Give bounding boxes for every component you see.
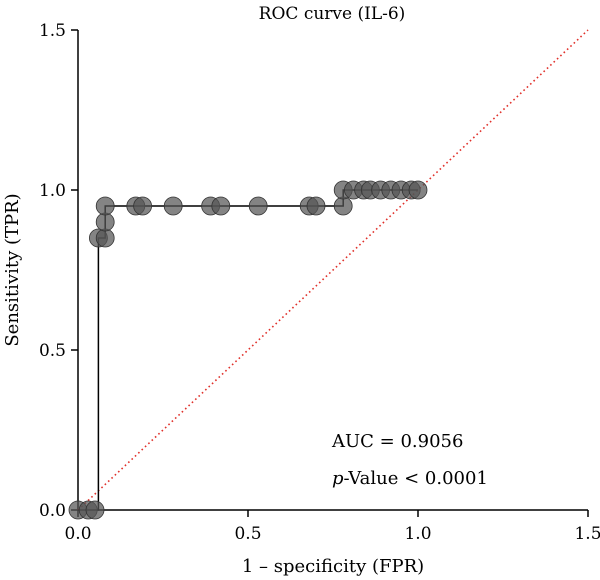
x-ticks: 0.0 0.5 1.0 1.5 — [64, 510, 600, 544]
y-tick-label: 1.0 — [39, 181, 66, 201]
roc-point — [306, 196, 326, 216]
roc-point — [95, 212, 115, 232]
roc-point — [95, 196, 115, 216]
p-value-annotation: p-Value < 0.0001 — [332, 468, 488, 489]
p-value-prefix: p — [332, 468, 344, 489]
x-tick-label: 1.5 — [574, 524, 600, 544]
roc-point — [85, 500, 105, 520]
chart-title: ROC curve (IL-6) — [259, 4, 406, 24]
y-tick-label: 0.0 — [39, 501, 66, 521]
x-tick-label: 0.0 — [64, 524, 91, 544]
y-axis-title: Sensitivity (TPR) — [2, 193, 23, 346]
roc-point — [408, 180, 428, 200]
y-tick-label: 1.5 — [39, 21, 66, 41]
x-axis-title: 1 – specificity (FPR) — [242, 556, 424, 577]
y-ticks: 0.0 0.5 1.0 1.5 — [39, 21, 78, 521]
roc-point — [95, 228, 115, 248]
roc-point — [163, 196, 183, 216]
roc-point — [248, 196, 268, 216]
plot-area — [68, 29, 589, 520]
x-tick-label: 0.5 — [234, 524, 261, 544]
roc-point — [133, 196, 153, 216]
p-value-rest: -Value < 0.0001 — [344, 468, 488, 489]
roc-point — [211, 196, 231, 216]
x-tick-label: 1.0 — [404, 524, 431, 544]
reference-diagonal-line — [77, 29, 589, 511]
auc-annotation: AUC = 0.9056 — [331, 431, 463, 452]
roc-point — [333, 196, 353, 216]
y-tick-label: 0.5 — [39, 341, 66, 361]
